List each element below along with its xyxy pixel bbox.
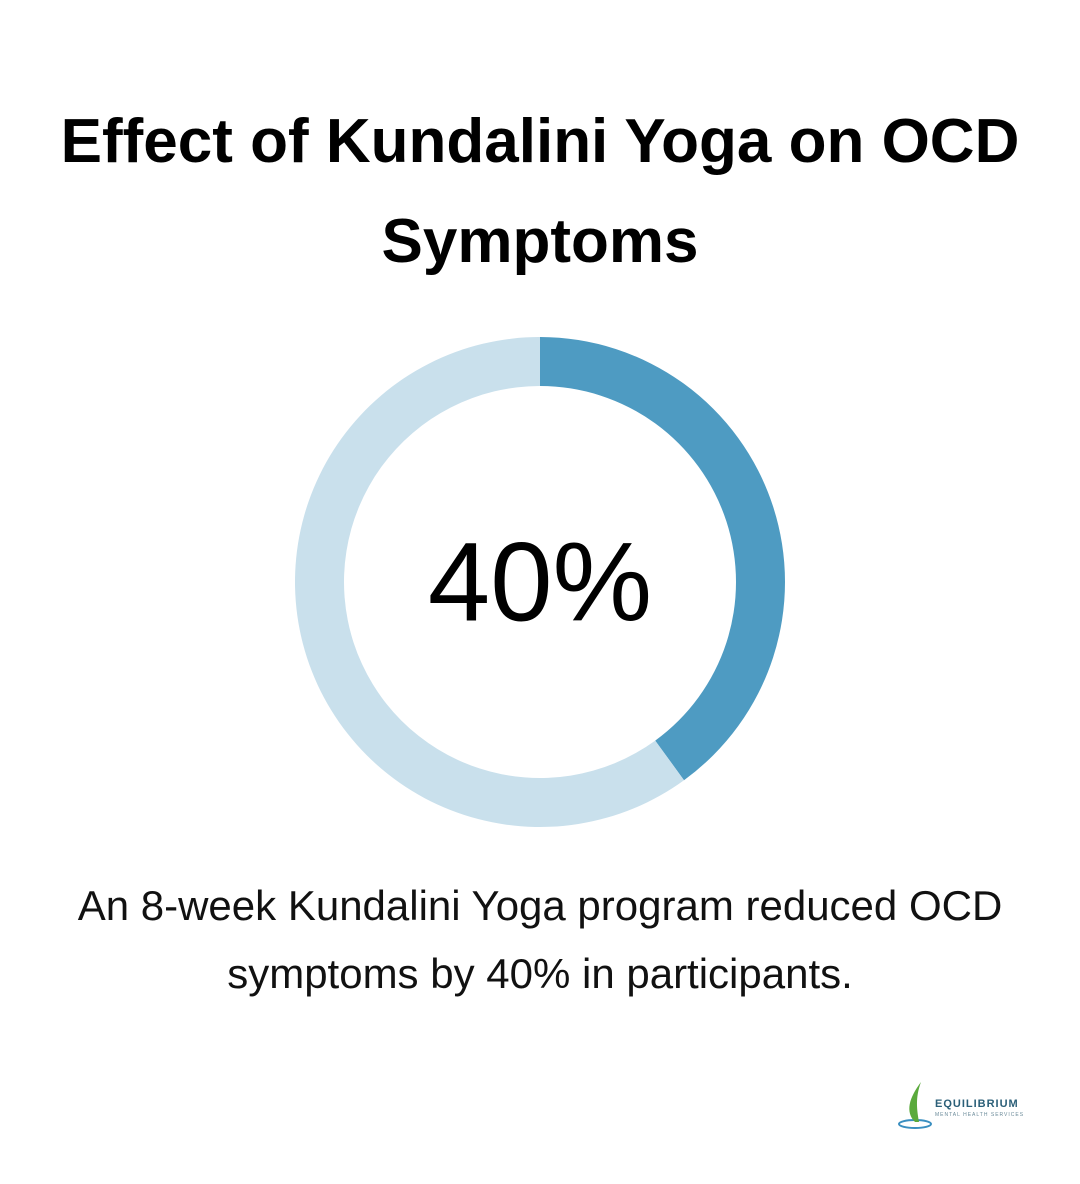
donut-segment	[540, 337, 785, 781]
logo-name: EQUILIBRIUM	[935, 1098, 1019, 1110]
caption: An 8-week Kundalini Yoga program reduced…	[77, 882, 1003, 997]
donut-segment	[294, 336, 685, 827]
chart-title: Effect of Kundalini Yoga on OCD Symptoms	[60, 107, 1020, 276]
center-value-label: 40%	[428, 520, 652, 645]
logo-icon	[898, 1082, 932, 1129]
logo-tagline: MENTAL HEALTH SERVICES	[935, 1112, 1025, 1118]
logo: EQUILIBRIUM MENTAL HEALTH SERVICES	[895, 1076, 1045, 1136]
